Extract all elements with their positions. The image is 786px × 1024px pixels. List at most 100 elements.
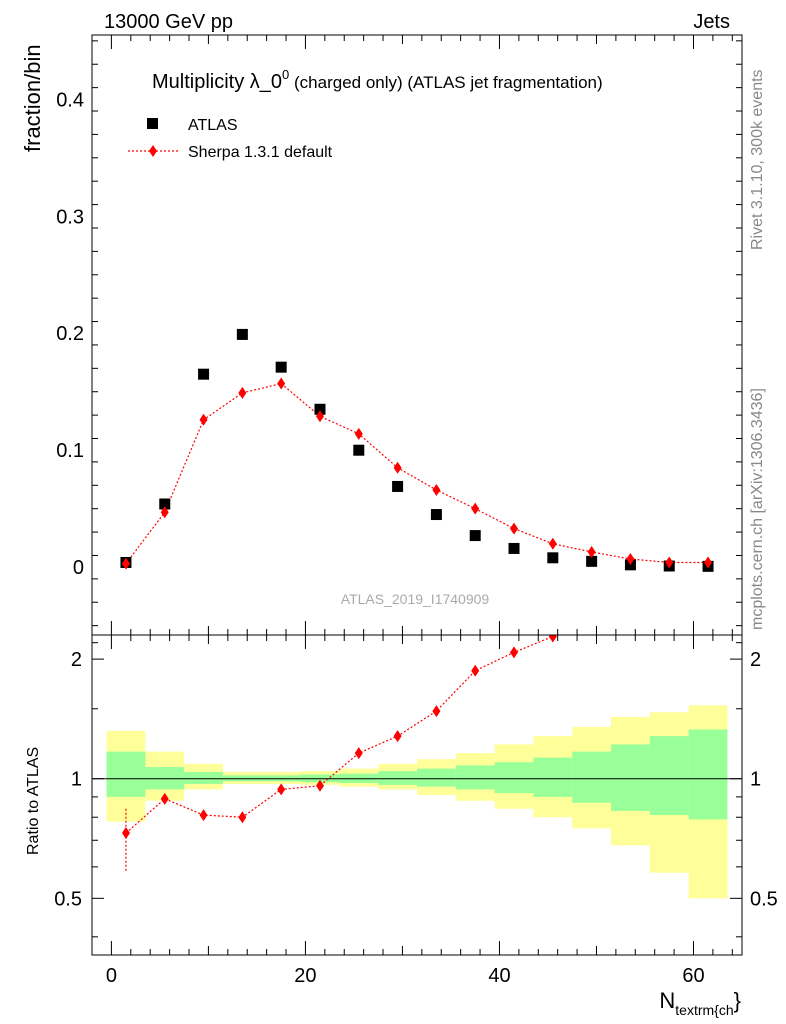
sherpa-mc-point <box>277 377 286 390</box>
atlas-data-point <box>508 542 520 554</box>
atlas-data-point <box>275 361 287 373</box>
energy-label: 13000 GeV pp <box>104 11 233 33</box>
uncertainty-band-inner <box>106 729 728 820</box>
main-ytick-label: 0.3 <box>56 206 84 228</box>
plot-title: Multiplicity λ_00 (charged only) (ATLAS … <box>152 67 603 93</box>
x-axis-label-sub: textrm{ch <box>675 1002 733 1018</box>
sherpa-mc-point <box>626 552 635 565</box>
legend: ATLAS Sherpa 1.3.1 default <box>128 117 333 161</box>
ratio-mc-point <box>160 792 169 805</box>
ratio-ticks <box>92 635 742 955</box>
analysis-label: ATLAS_2019_I1740909 <box>341 591 490 607</box>
x-tick-labels: 0 20 40 60 <box>106 965 705 987</box>
ratio-ytick-label-left: 2 <box>71 649 82 671</box>
ratio-mc-point <box>199 809 208 822</box>
atlas-data-point <box>430 509 442 521</box>
ratio-ytick-label-right: 1 <box>750 769 761 791</box>
main-ytick-labels: 0 0.1 0.2 0.3 0.4 <box>56 89 84 579</box>
title-main: Multiplicity λ_0 <box>152 71 282 93</box>
ratio-ytick-labels: 0.5 0.5 1 1 2 2 <box>54 649 778 910</box>
sherpa-mc-point <box>354 427 363 440</box>
main-ytick-label: 0.1 <box>56 440 84 462</box>
x-axis-label-main: N <box>659 988 675 1013</box>
main-ytick-label: 0 <box>73 557 84 579</box>
ratio-mc-point <box>354 747 363 760</box>
ratio-y-axis-label: Ratio to ATLAS <box>25 747 42 855</box>
band-inner-bin <box>417 768 456 787</box>
atlas-data-point <box>392 480 404 492</box>
ratio-mc-point <box>315 779 324 792</box>
main-panel: 0 0.1 0.2 0.3 0.4 <box>56 34 743 636</box>
ratio-mc-point <box>277 783 286 796</box>
band-inner-bin <box>688 729 728 820</box>
ratio-mc-point <box>471 664 480 677</box>
sherpa-mc-point <box>199 413 208 426</box>
sherpa-mc-point <box>587 545 596 558</box>
mc-line-main <box>125 382 709 565</box>
atlas-data-point <box>586 555 598 567</box>
legend-atlas-label: ATLAS <box>188 117 238 134</box>
ratio-frame <box>91 634 743 956</box>
sherpa-mc-point <box>160 506 169 519</box>
atlas-data-point <box>159 498 171 510</box>
main-y-axis-label: fraction/bin <box>20 44 45 152</box>
title-superscript: 0 <box>282 67 289 82</box>
ratio-mc-point <box>393 730 402 743</box>
atlas-data-point <box>353 444 365 456</box>
band-inner-bin <box>184 771 223 784</box>
sherpa-mc-point <box>471 502 480 515</box>
band-inner-bin <box>106 751 146 797</box>
sherpa-mc-point <box>704 556 713 569</box>
band-inner-bin <box>455 765 495 790</box>
x-tick-label: 60 <box>682 965 704 987</box>
sherpa-mc-point <box>665 556 674 569</box>
ratio-mc-point <box>238 811 247 824</box>
atlas-data-point <box>547 552 559 564</box>
atlas-data-point <box>198 368 210 380</box>
ratio-mc-point <box>121 827 130 840</box>
legend-atlas-marker <box>147 118 158 129</box>
x-tick-label: 0 <box>106 965 117 987</box>
atlas-data-point <box>236 328 248 340</box>
mc-error-bars-ratio <box>125 635 554 873</box>
x-tick-label: 20 <box>294 965 316 987</box>
jets-label: Jets <box>693 11 730 33</box>
ratio-mc-point <box>548 635 557 643</box>
sherpa-mc-point <box>548 537 557 550</box>
band-inner-bin <box>572 751 612 803</box>
sherpa-mc-point <box>121 557 130 570</box>
sherpa-mc-point <box>315 410 324 423</box>
mc-line-ratio <box>125 635 554 834</box>
mcplots-label: mcplots.cern.ch [arXiv:1306.3436] <box>749 388 766 630</box>
rivet-version-label: Rivet 3.1.10, 300k events <box>749 69 766 250</box>
x-tick-label: 40 <box>488 965 510 987</box>
ratio-ytick-label-right: 2 <box>750 649 761 671</box>
ratio-panel: 0.5 0.5 1 1 2 2 0 20 40 60 <box>54 634 778 987</box>
main-ytick-label: 0.4 <box>56 89 84 111</box>
legend-mc-label: Sherpa 1.3.1 default <box>188 144 333 161</box>
sherpa-mc-point <box>393 461 402 474</box>
main-ticks <box>92 35 742 635</box>
ratio-mc-point <box>510 646 519 659</box>
band-inner-bin <box>649 736 689 816</box>
sherpa-mc-point <box>238 386 247 399</box>
band-inner-bin <box>533 757 573 797</box>
band-inner-bin <box>494 762 534 794</box>
main-ytick-label: 0.2 <box>56 323 84 345</box>
atlas-data-point <box>469 530 481 542</box>
band-inner-bin <box>611 744 650 811</box>
x-axis-label-tail: } <box>734 988 741 1013</box>
ratio-ytick-label-right: 0.5 <box>750 888 778 910</box>
mc-points-main <box>121 377 713 570</box>
ratio-ytick-label-left: 0.5 <box>54 888 82 910</box>
ratio-ytick-label-left: 1 <box>71 769 82 791</box>
title-suffix: (charged only) (ATLAS jet fragmentation) <box>289 73 602 92</box>
sherpa-mc-point <box>510 522 519 535</box>
ratio-mc-point <box>432 705 441 718</box>
data-points <box>120 328 714 572</box>
mc-points-ratio <box>121 635 557 840</box>
legend-mc-marker <box>149 145 157 157</box>
band-inner-bin <box>378 771 417 785</box>
x-axis-label: Ntextrm{ch} <box>659 988 741 1018</box>
